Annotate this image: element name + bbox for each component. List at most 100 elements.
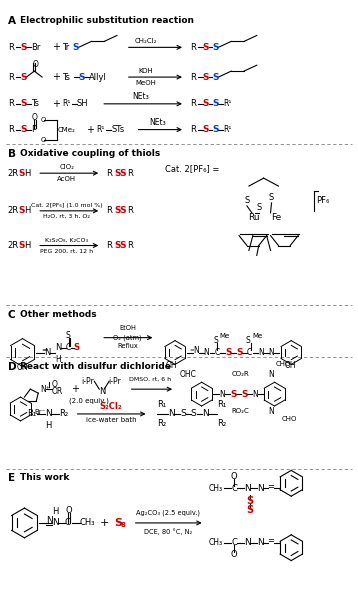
Text: S: S <box>66 331 71 340</box>
Text: R₁: R₁ <box>217 400 227 409</box>
Text: S: S <box>236 348 243 357</box>
Text: R¹: R¹ <box>223 125 232 134</box>
Text: R: R <box>127 206 133 215</box>
Text: Ru: Ru <box>248 213 260 222</box>
Text: 2R: 2R <box>8 241 19 250</box>
Text: B: B <box>8 150 16 159</box>
Text: DCE, 80 °C, N₂: DCE, 80 °C, N₂ <box>144 528 192 535</box>
Text: R₂: R₂ <box>217 419 227 429</box>
Text: N: N <box>55 343 61 352</box>
Text: EtOH: EtOH <box>119 325 136 331</box>
Text: K₂S₂O₈, K₂CO₃: K₂S₂O₈, K₂CO₃ <box>45 237 88 243</box>
Text: CO₂R: CO₂R <box>231 371 249 377</box>
Text: N: N <box>268 370 274 379</box>
Text: Me: Me <box>219 333 229 339</box>
Text: S: S <box>269 194 274 203</box>
Text: N: N <box>204 348 209 357</box>
Text: DMSO, rt, 6 h: DMSO, rt, 6 h <box>129 377 171 382</box>
Text: N: N <box>52 519 59 528</box>
Text: OH: OH <box>165 361 177 370</box>
Text: S: S <box>244 197 250 206</box>
Text: N⁺: N⁺ <box>40 385 50 394</box>
Text: N: N <box>257 484 263 493</box>
Text: N: N <box>258 348 263 357</box>
Text: N: N <box>219 389 225 398</box>
Text: Fe: Fe <box>271 213 282 222</box>
Text: CHO: CHO <box>281 416 297 422</box>
Text: =: = <box>41 347 47 353</box>
Text: O₂ (atm): O₂ (atm) <box>113 334 142 341</box>
Text: Oxidative coupling of thiols: Oxidative coupling of thiols <box>20 150 161 159</box>
Text: S: S <box>213 336 218 345</box>
Text: ClO₂: ClO₂ <box>59 164 74 170</box>
Text: P: P <box>32 125 37 134</box>
Text: O: O <box>32 113 37 122</box>
Text: +: + <box>52 72 60 82</box>
Text: CHO: CHO <box>275 361 291 367</box>
Text: S: S <box>203 125 209 134</box>
Text: RO₂C: RO₂C <box>231 408 249 414</box>
Text: N: N <box>99 386 106 395</box>
Text: H: H <box>45 421 52 430</box>
Text: S: S <box>246 496 253 506</box>
Text: i-Pr: i-Pr <box>82 377 94 386</box>
Text: +: + <box>100 518 109 528</box>
Text: S: S <box>191 409 197 418</box>
Text: S: S <box>180 409 186 418</box>
Text: (2.0 equiv.): (2.0 equiv.) <box>69 398 109 404</box>
Text: +: + <box>52 42 60 52</box>
Text: +: + <box>87 124 95 135</box>
Text: SS: SS <box>114 241 127 250</box>
Text: PF₆: PF₆ <box>316 197 329 206</box>
Text: Cat. 2[PF₆] =: Cat. 2[PF₆] = <box>165 163 219 172</box>
Text: S₂Cl₂: S₂Cl₂ <box>100 402 122 411</box>
Text: Ts: Ts <box>32 99 39 108</box>
Text: S: S <box>246 336 251 345</box>
Text: 2R: 2R <box>8 169 19 178</box>
Text: ice-water bath: ice-water bath <box>86 417 136 423</box>
Text: PEG 200, rt, 12 h: PEG 200, rt, 12 h <box>40 248 93 254</box>
Text: AcOH: AcOH <box>57 176 76 182</box>
Text: A: A <box>8 16 16 26</box>
Text: R: R <box>190 125 196 134</box>
Text: +: + <box>52 99 60 109</box>
Text: Allyl: Allyl <box>90 73 107 82</box>
Text: C: C <box>65 519 71 528</box>
Text: O: O <box>32 60 38 69</box>
Text: S: S <box>225 348 232 357</box>
Text: React with disulfur dichloride: React with disulfur dichloride <box>20 362 171 371</box>
Text: R¹: R¹ <box>223 99 232 108</box>
Text: C: C <box>247 348 252 357</box>
Text: N: N <box>244 538 251 548</box>
Text: O: O <box>231 472 237 481</box>
Text: This work: This work <box>20 474 70 483</box>
Text: MeOH: MeOH <box>135 80 156 86</box>
Text: S: S <box>212 73 219 82</box>
Text: Tr: Tr <box>62 43 69 52</box>
Text: R: R <box>8 43 14 52</box>
Text: O: O <box>66 505 72 514</box>
Text: S: S <box>212 99 219 108</box>
Text: S: S <box>19 169 25 178</box>
Text: SS: SS <box>114 206 127 215</box>
Text: H: H <box>24 241 31 250</box>
Text: CH₃: CH₃ <box>79 519 95 528</box>
Text: S: S <box>256 203 261 212</box>
Text: H: H <box>55 355 61 364</box>
Text: N: N <box>46 516 53 525</box>
Text: S: S <box>212 43 219 52</box>
Text: N: N <box>268 407 274 416</box>
Text: STs: STs <box>111 125 124 134</box>
Text: R: R <box>8 125 14 134</box>
Text: S: S <box>19 241 25 250</box>
Text: S: S <box>19 206 25 215</box>
Text: OHC: OHC <box>180 370 197 379</box>
Text: Br⁻: Br⁻ <box>34 409 46 415</box>
Text: R¹: R¹ <box>96 125 105 134</box>
Text: R: R <box>8 73 14 82</box>
Text: S: S <box>203 43 209 52</box>
Text: R¹: R¹ <box>62 99 70 108</box>
Text: R: R <box>190 43 196 52</box>
Text: CH₃: CH₃ <box>208 538 222 548</box>
Text: =: = <box>267 536 275 545</box>
